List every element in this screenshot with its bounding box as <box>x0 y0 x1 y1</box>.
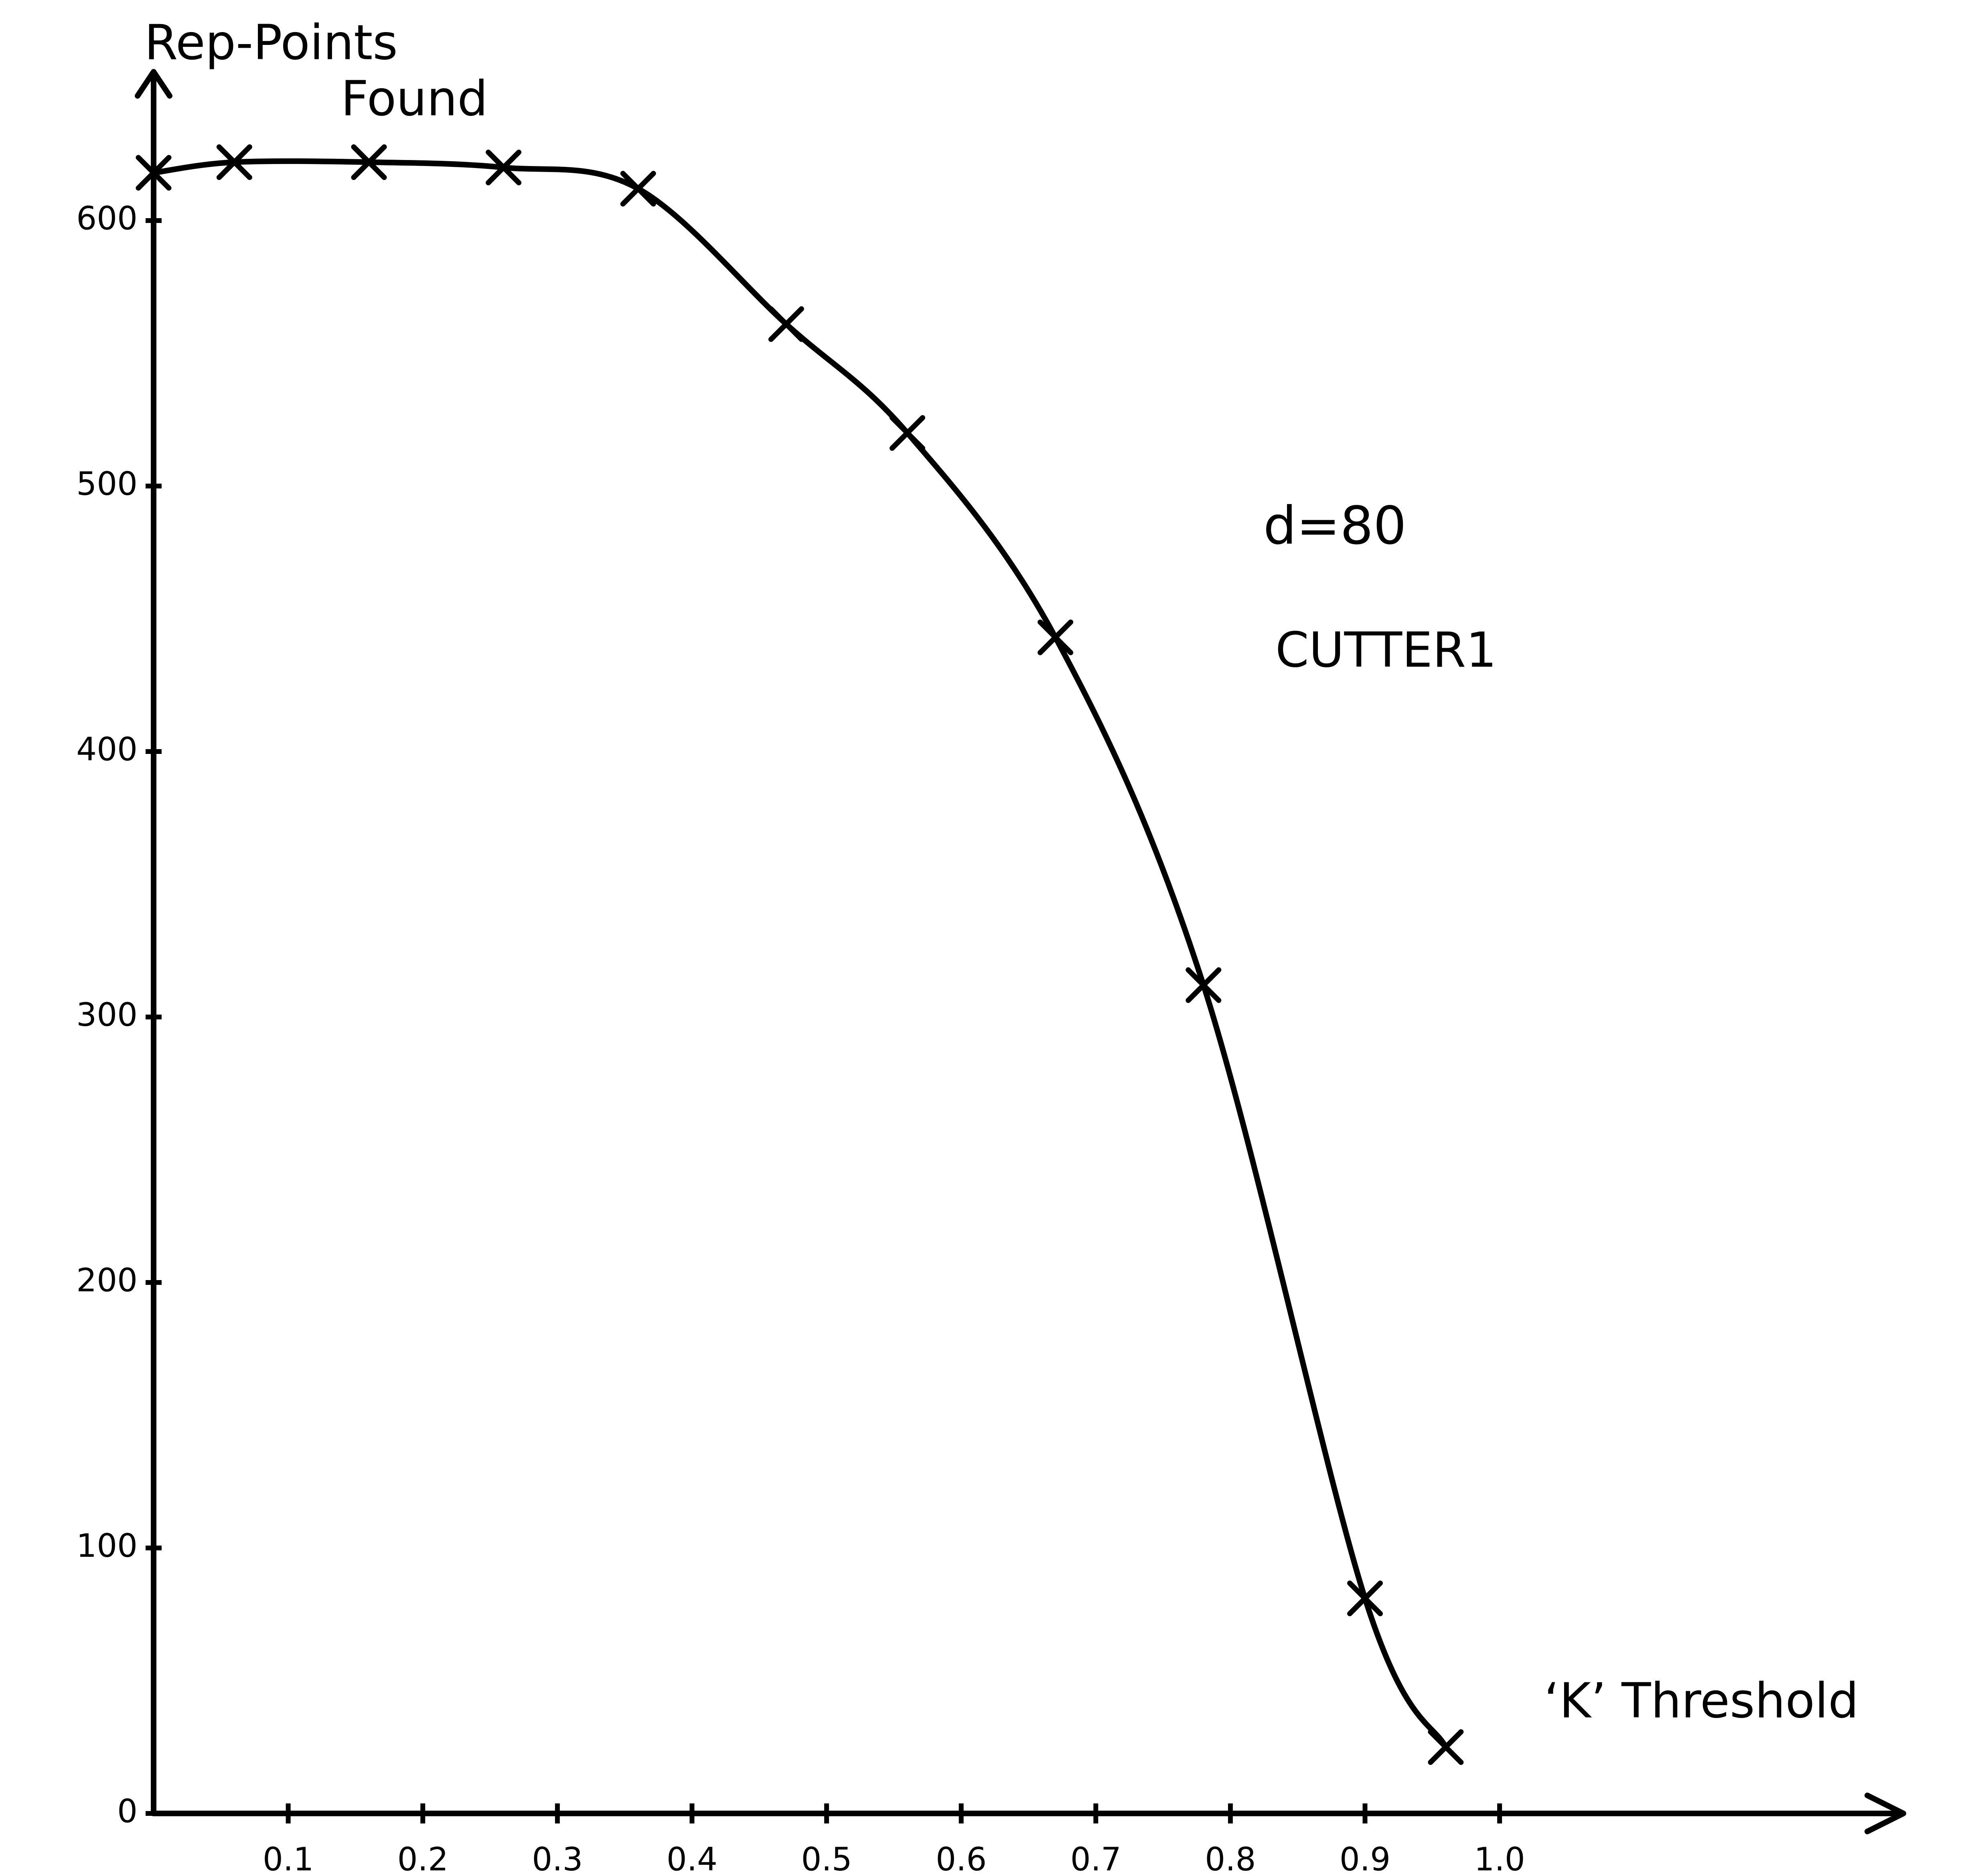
x-tick-label: 0.7 <box>1070 1841 1121 1876</box>
curve <box>151 158 1449 1750</box>
data-point <box>620 171 656 207</box>
x-tick-label: 0.2 <box>397 1841 448 1876</box>
data-point <box>889 415 925 451</box>
y-tick-label: 0 <box>117 1793 138 1830</box>
annotation: CUTTER1 <box>1275 623 1497 679</box>
y-tick-label: 200 <box>76 1262 138 1299</box>
y-tick-label: 400 <box>76 731 138 768</box>
y-tick-label: 300 <box>76 996 138 1033</box>
x-tick-label: 0.6 <box>936 1841 987 1876</box>
x-tick-label: 0.8 <box>1205 1841 1256 1876</box>
data-point <box>1186 967 1222 1003</box>
data-point <box>486 150 522 186</box>
y-tick-label: 100 <box>76 1527 138 1564</box>
data-point <box>136 155 172 191</box>
y-axis-label: Found <box>341 71 488 127</box>
data-point <box>768 306 804 342</box>
data-point <box>1347 1580 1383 1617</box>
data-point <box>216 144 252 180</box>
x-axis-label: ‘K’ Threshold <box>1544 1673 1859 1729</box>
annotation: d=80 <box>1263 495 1407 556</box>
data-point <box>1428 1729 1464 1765</box>
data-point <box>351 144 387 180</box>
x-tick-label: 0.5 <box>801 1841 852 1876</box>
y-axis-label: Rep-Points <box>144 15 398 71</box>
x-tick-label: 0.4 <box>667 1841 717 1876</box>
x-axis <box>151 1793 1906 1834</box>
x-tick-label: 0.3 <box>532 1841 583 1876</box>
y-tick-label: 600 <box>76 200 138 237</box>
data-point <box>1038 619 1074 655</box>
x-tick-label: 0.1 <box>263 1841 314 1876</box>
y-tick-label: 500 <box>76 465 138 502</box>
x-tick-label: 1.0 <box>1474 1841 1525 1876</box>
y-axis <box>135 69 172 1816</box>
x-tick-label: 0.9 <box>1340 1841 1390 1876</box>
